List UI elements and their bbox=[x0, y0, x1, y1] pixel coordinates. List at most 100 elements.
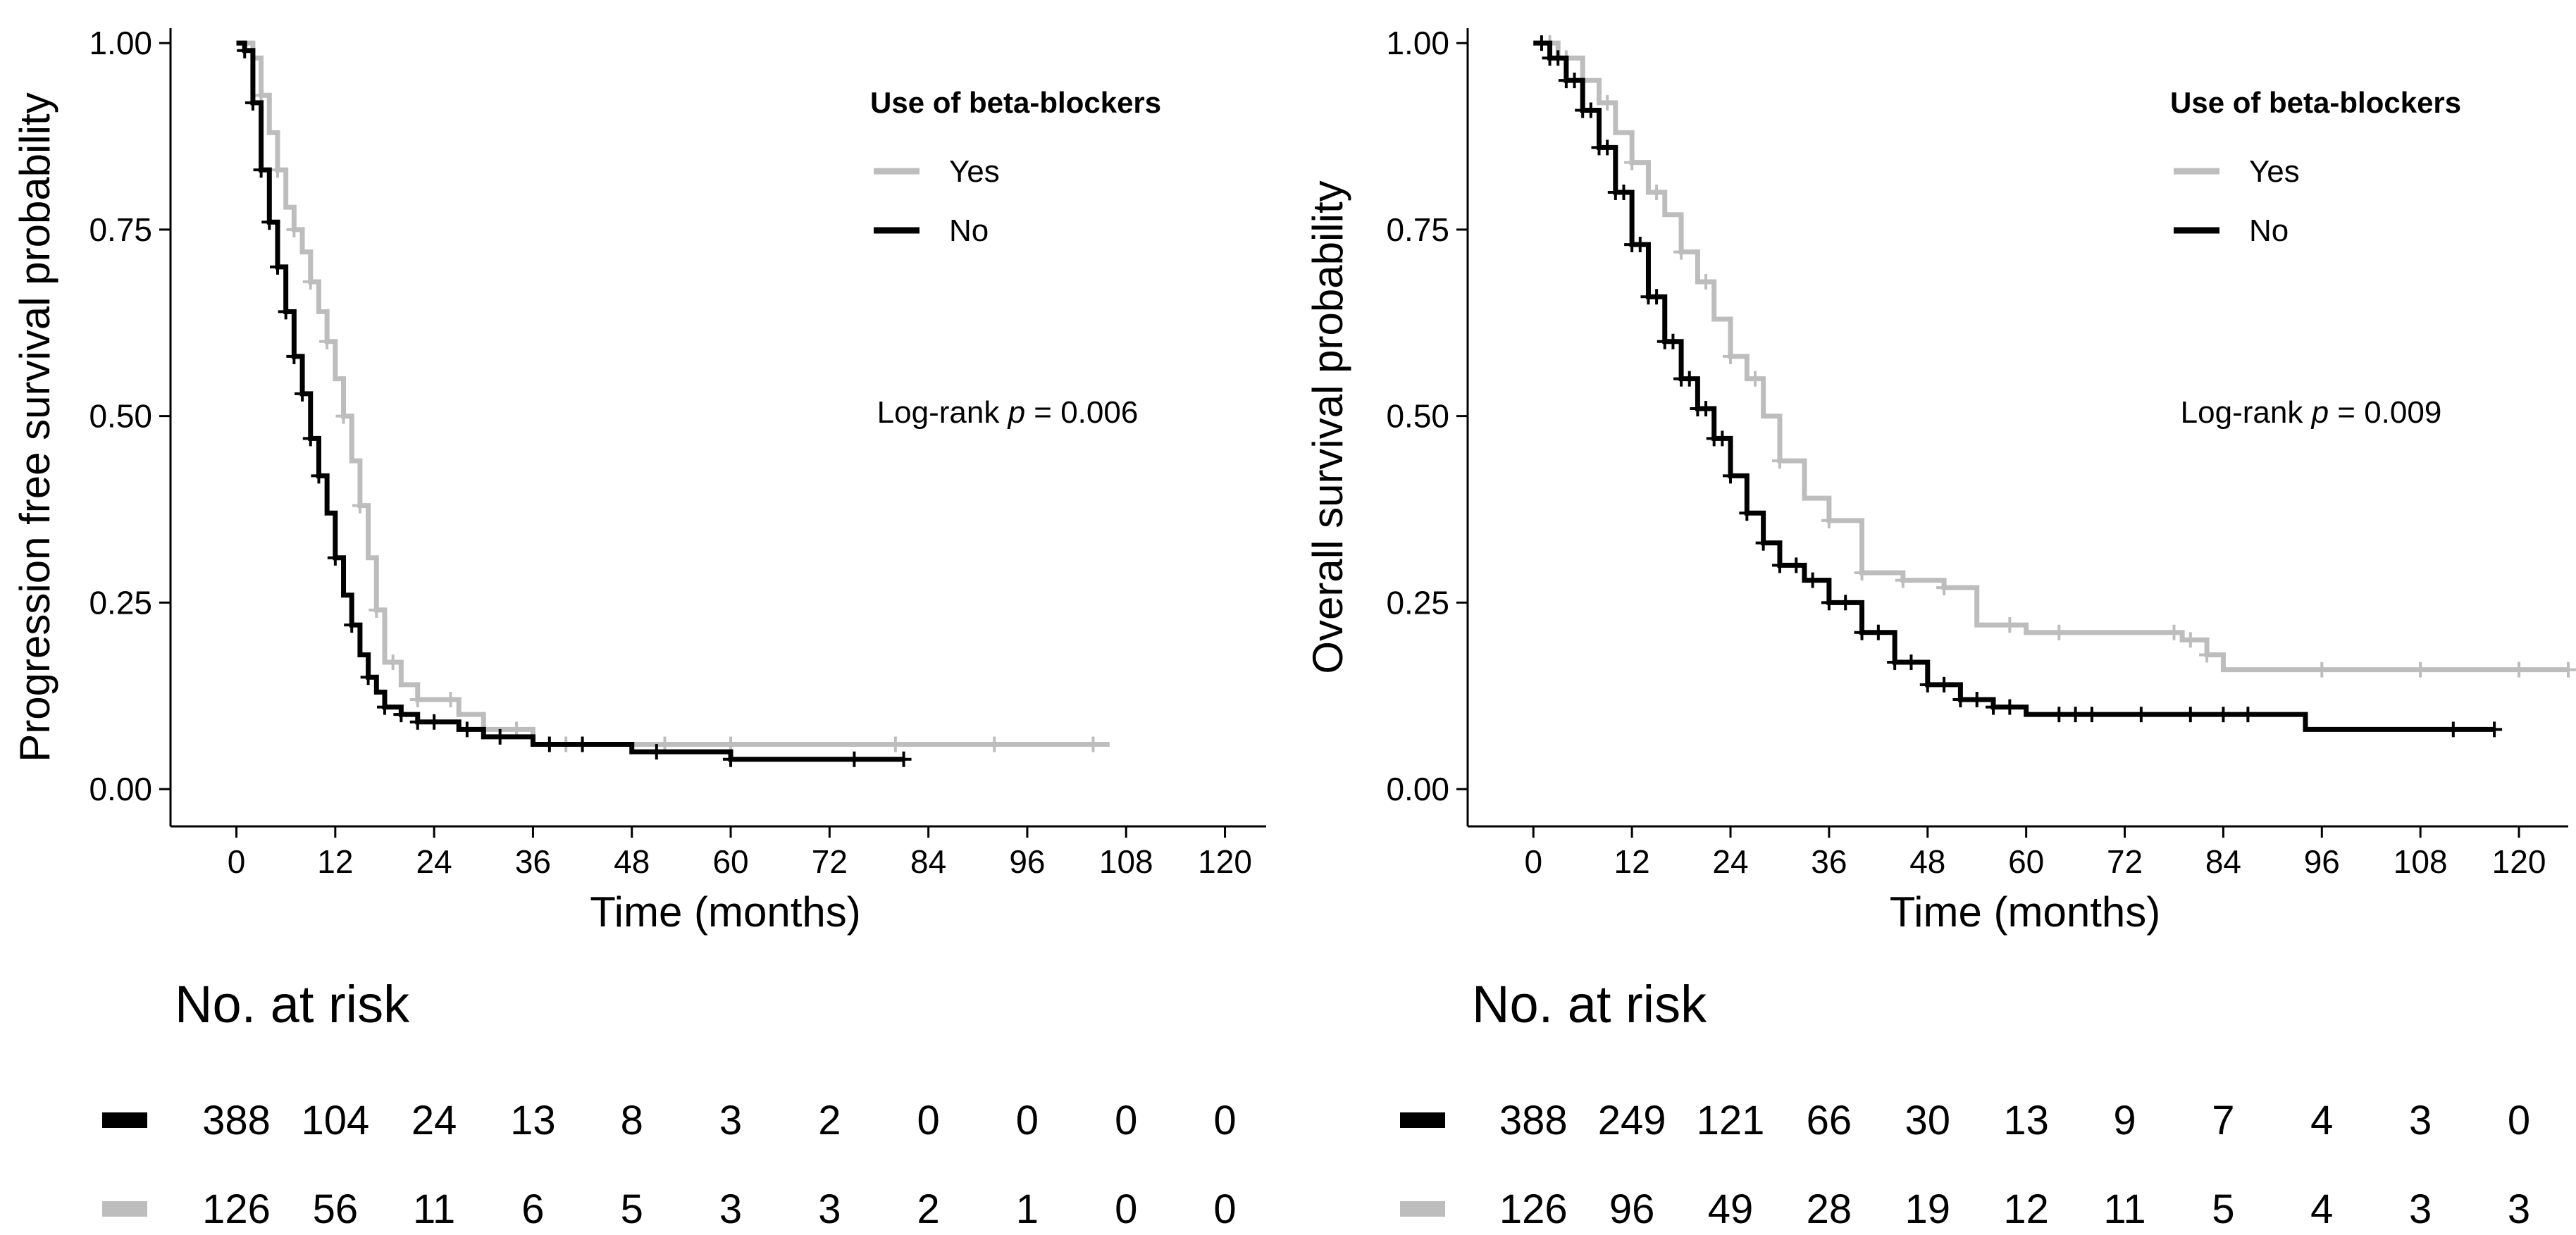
risk-count: 7 bbox=[2212, 1098, 2234, 1143]
risk-count: 249 bbox=[1598, 1098, 1666, 1143]
y-tick-label: 0.50 bbox=[1386, 398, 1449, 435]
risk-count: 2 bbox=[818, 1098, 841, 1143]
km-panel-1: 0.000.250.500.751.000 12 24 36 48 60 72 84 96 108… bbox=[11, 25, 1266, 1232]
risk-count: 3 bbox=[2508, 1186, 2530, 1231]
risk-count: 13 bbox=[510, 1098, 556, 1143]
logrank-annotation: Log-rank p = 0.006 bbox=[877, 395, 1139, 430]
risk-count: 0 bbox=[1016, 1098, 1039, 1143]
risk-count: 388 bbox=[202, 1098, 271, 1143]
x-tick-label: 36 bbox=[1811, 843, 1847, 880]
risk-count: 0 bbox=[2508, 1098, 2530, 1143]
x-tick-label: 12 bbox=[317, 843, 353, 880]
x-tick-label: 24 bbox=[1712, 843, 1748, 880]
km-curve-yes bbox=[236, 40, 1110, 747]
y-tick-label: 0.50 bbox=[89, 398, 152, 435]
x-tick-label: 108 bbox=[1099, 843, 1153, 880]
x-tick-label: 36 bbox=[515, 843, 551, 880]
risk-count: 11 bbox=[2103, 1186, 2145, 1231]
x-tick-label: 0 bbox=[1524, 843, 1542, 880]
risk-count: 388 bbox=[1499, 1098, 1568, 1143]
risk-count: 66 bbox=[1807, 1098, 1852, 1143]
x-tick-label: 84 bbox=[910, 843, 946, 880]
y-tick-label: 0.00 bbox=[89, 771, 152, 807]
x-tick-label: 12 bbox=[1614, 843, 1650, 880]
risk-count: 19 bbox=[1905, 1186, 1951, 1231]
series-no bbox=[1533, 35, 2503, 738]
x-tick-label: 84 bbox=[2205, 843, 2241, 880]
km-panel-2: 0.000.250.500.751.000 12 24 36 48 60 72 84 96 108… bbox=[1304, 25, 2576, 1232]
series-yes bbox=[1533, 35, 2576, 678]
risk-count: 4 bbox=[2310, 1186, 2333, 1231]
risk-count: 126 bbox=[202, 1186, 271, 1231]
x-tick-label: 72 bbox=[2107, 843, 2143, 880]
legend-title: Use of beta-blockers bbox=[2170, 86, 2461, 119]
y-tick-label: 0.25 bbox=[1386, 584, 1449, 621]
risk-count: 2 bbox=[917, 1186, 940, 1231]
risk-count: 49 bbox=[1708, 1186, 1754, 1231]
y-tick-label: 0.00 bbox=[1386, 771, 1449, 807]
risk-count: 0 bbox=[1213, 1098, 1236, 1143]
risk-count: 96 bbox=[1609, 1186, 1655, 1231]
risk-count: 3 bbox=[719, 1098, 742, 1143]
risk-count: 5 bbox=[2212, 1186, 2234, 1231]
legend-label-yes: Yes bbox=[949, 154, 1000, 189]
risk-count: 121 bbox=[1697, 1098, 1765, 1143]
risk-count: 30 bbox=[1905, 1098, 1951, 1143]
risk-count: 0 bbox=[1213, 1186, 1236, 1231]
x-tick-label: 60 bbox=[2008, 843, 2044, 880]
y-tick-label: 0.75 bbox=[89, 211, 152, 248]
risk-count: 3 bbox=[2409, 1098, 2432, 1143]
risk-count: 3 bbox=[719, 1186, 742, 1231]
legend-label-no: No bbox=[949, 213, 989, 248]
y-tick-label: 0.25 bbox=[89, 584, 152, 621]
legend-title: Use of beta-blockers bbox=[870, 86, 1161, 119]
risk-count: 8 bbox=[621, 1098, 643, 1143]
y-tick-label: 1.00 bbox=[1386, 25, 1449, 61]
logrank-annotation: Log-rank p = 0.009 bbox=[2181, 395, 2442, 430]
risk-count: 9 bbox=[2113, 1098, 2136, 1143]
risk-count: 12 bbox=[2003, 1186, 2049, 1231]
risk-count: 0 bbox=[1115, 1098, 1137, 1143]
x-tick-label: 120 bbox=[2492, 843, 2546, 880]
km-curve-yes bbox=[1533, 40, 2568, 673]
x-tick-label: 0 bbox=[228, 843, 246, 880]
legend: Use of beta-blockers Yes No bbox=[870, 86, 1161, 248]
risk-table: No. at risk 388 104 24 13 8 3 2 0 0 0 0 126 56 11 6 5 3 3 2… bbox=[102, 975, 1237, 1232]
risk-count: 104 bbox=[301, 1098, 369, 1143]
x-tick-label: 108 bbox=[2394, 843, 2448, 880]
risk-count: 0 bbox=[917, 1098, 940, 1143]
x-tick-label: 48 bbox=[1909, 843, 1945, 880]
risk-count: 3 bbox=[2409, 1186, 2432, 1231]
y-axis-title: Progression free survival probability bbox=[11, 92, 58, 762]
km-curve-no bbox=[236, 40, 904, 762]
x-tick-label: 96 bbox=[2304, 843, 2340, 880]
risk-table-title: No. at risk bbox=[1472, 975, 1707, 1034]
y-tick-label: 1.00 bbox=[89, 25, 152, 61]
risk-count: 126 bbox=[1499, 1186, 1568, 1231]
legend-label-no: No bbox=[2249, 213, 2289, 248]
x-tick-label: 48 bbox=[614, 843, 650, 880]
series-no bbox=[236, 40, 912, 767]
x-tick-label: 120 bbox=[1198, 843, 1252, 880]
risk-count: 11 bbox=[413, 1186, 455, 1231]
risk-count: 1 bbox=[1016, 1186, 1039, 1231]
y-axis-title: Overall survival probability bbox=[1304, 180, 1351, 674]
risk-table-title: No. at risk bbox=[175, 975, 410, 1034]
risk-count: 13 bbox=[2003, 1098, 2049, 1143]
legend: Use of beta-blockers Yes No bbox=[2170, 86, 2461, 248]
x-tick-label: 60 bbox=[712, 843, 748, 880]
x-axis-title: Time (months) bbox=[590, 888, 861, 936]
x-tick-label: 72 bbox=[812, 843, 848, 880]
risk-count: 3 bbox=[818, 1186, 841, 1231]
x-tick-label: 24 bbox=[416, 843, 452, 880]
risk-count: 56 bbox=[313, 1186, 359, 1231]
risk-count: 5 bbox=[621, 1186, 643, 1231]
legend-label-yes: Yes bbox=[2249, 154, 2300, 189]
risk-count: 0 bbox=[1115, 1186, 1137, 1231]
y-tick-label: 0.75 bbox=[1386, 211, 1449, 248]
risk-count: 28 bbox=[1807, 1186, 1852, 1231]
x-axis-title: Time (months) bbox=[1890, 888, 2161, 936]
